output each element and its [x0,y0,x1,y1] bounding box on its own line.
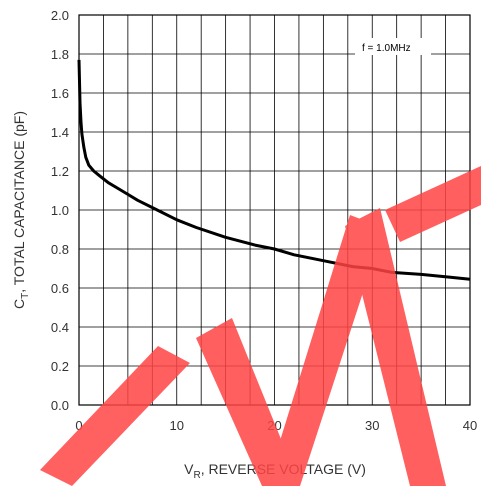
x-axis-label-main: V [184,461,194,477]
y-tick-label: 0.4 [51,320,69,335]
y-axis-label: CT, TOTAL CAPACITANCE (pF) [11,111,31,309]
y-axis-label-sub: T [20,293,31,299]
watermark-stroke [345,208,446,486]
watermark-stroke [40,346,190,486]
frequency-annotation: f = 1.0MHz [362,43,411,54]
y-tick-label: 0.2 [51,359,69,374]
watermark-stroke [385,166,481,242]
watermark-stroke [196,318,300,486]
x-tick-label: 0 [75,418,82,433]
y-tick-labels: 0.0 0.2 0.4 0.6 0.8 1.0 1.2 1.4 1.6 1.8 2.0 [51,8,69,413]
y-axis-label-rest: , TOTAL CAPACITANCE (pF) [11,111,27,293]
x-axis-label-sub: R [193,470,200,481]
x-tick-label: 30 [365,418,379,433]
x-tick-label: 10 [170,418,184,433]
y-tick-label: 1.0 [51,203,69,218]
y-tick-label: 0.6 [51,281,69,296]
emt-watermark [40,166,481,486]
annotation-box [355,38,431,55]
y-tick-label: 1.6 [51,86,69,101]
y-tick-label: 1.8 [51,47,69,62]
y-tick-label: 2.0 [51,8,69,23]
x-tick-label: 40 [463,418,477,433]
y-axis-label-main: C [11,299,27,309]
watermark-stroke [266,215,384,486]
y-tick-label: 1.2 [51,164,69,179]
y-tick-label: 0.8 [51,242,69,257]
y-tick-label: 0.0 [51,398,69,413]
y-tick-label: 1.4 [51,125,69,140]
